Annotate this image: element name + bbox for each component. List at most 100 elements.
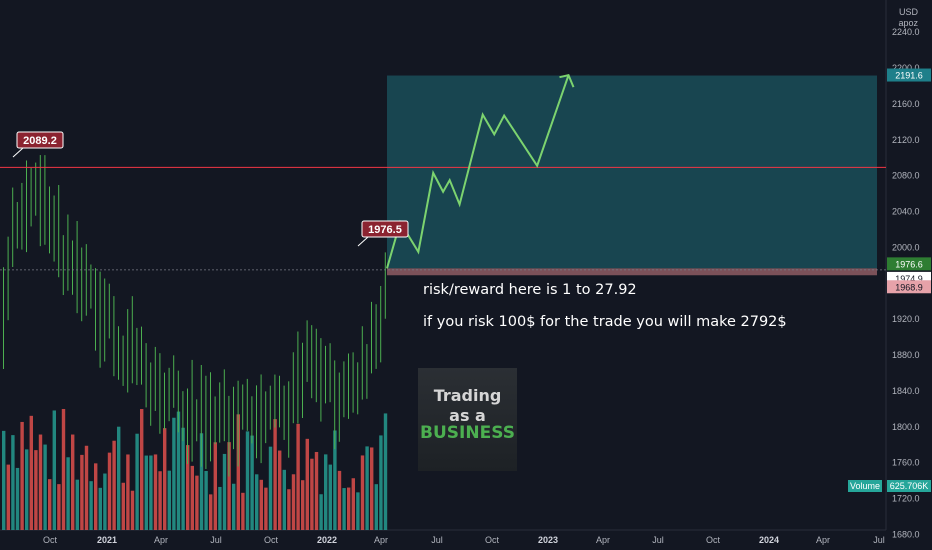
- volume-bar: [227, 442, 231, 530]
- volume-bar: [112, 440, 116, 530]
- volume-bar: [291, 474, 296, 530]
- volume-bar: [2, 430, 6, 530]
- volume-bar: [15, 467, 20, 530]
- volume-label-bg: [848, 480, 882, 492]
- volume-bar: [370, 447, 374, 530]
- volume-bar: [337, 470, 342, 530]
- y-tick-label: 2120.0: [892, 135, 920, 145]
- volume-bar: [347, 487, 351, 530]
- x-tick-label: Oct: [706, 535, 721, 545]
- y-tick-label: 1720.0: [892, 494, 920, 504]
- volume-bar: [204, 470, 208, 530]
- x-tick-label: Jul: [873, 535, 885, 545]
- logo-line-3: BUSINESS: [420, 423, 515, 443]
- volume-bar: [66, 457, 70, 530]
- x-tick-label: Jul: [652, 535, 664, 545]
- volume-bar: [199, 433, 204, 530]
- volume-bar: [360, 455, 365, 530]
- volume-bar: [268, 446, 273, 530]
- volume-bar: [89, 481, 93, 530]
- y-tick-label: 2240.0: [892, 27, 920, 37]
- volume-bar: [190, 465, 194, 530]
- y-tick-label: 1760.0: [892, 458, 920, 468]
- volume-bar: [342, 488, 346, 530]
- volume-value: 625.706K: [890, 481, 929, 491]
- volume-bar: [11, 435, 15, 530]
- x-tick-label: 2024: [759, 535, 779, 545]
- volume-value-bg: [887, 480, 931, 492]
- volume-bar: [117, 426, 121, 530]
- volume-bar: [282, 469, 286, 530]
- projection-path[interactable]: [386, 74, 570, 269]
- target-price-value: 2191.6: [895, 71, 923, 81]
- volume-bar: [121, 482, 125, 530]
- unit-label: apoz: [898, 18, 918, 28]
- volume-bar: [278, 450, 282, 530]
- volume-bar: [209, 494, 213, 530]
- stop-price-tag: [887, 280, 931, 294]
- recent-callout-pointer: [357, 236, 369, 247]
- target-price-tag: [887, 68, 931, 82]
- y-tick-label: 2160.0: [892, 99, 920, 109]
- risk-reward-annotation: risk/reward here is 1 to 27.92: [423, 282, 637, 298]
- volume-bar: [259, 479, 263, 530]
- volume-bar: [167, 470, 171, 530]
- volume-bar: [75, 479, 79, 530]
- volume-bar: [328, 464, 332, 530]
- volume-bar: [351, 478, 355, 530]
- y-tick-label: 2000.0: [892, 242, 920, 252]
- volume-bar: [314, 451, 319, 530]
- volume-label: Volume: [850, 481, 880, 491]
- volume-bar: [38, 434, 43, 530]
- volume-bar: [255, 474, 259, 530]
- volume-bar: [20, 421, 24, 530]
- volume-bar: [34, 450, 38, 530]
- projection-arrowhead: [559, 74, 575, 88]
- volume-bar: [48, 479, 52, 530]
- x-tick-label: Apr: [816, 535, 830, 545]
- recent-callout-box[interactable]: [361, 220, 409, 238]
- volume-bar: [374, 484, 378, 530]
- logo-line-2: as a: [449, 406, 486, 425]
- x-tick-label: Oct: [264, 535, 279, 545]
- stop-zone[interactable]: [387, 268, 877, 276]
- x-tick-label: Oct: [43, 535, 58, 545]
- volume-bar: [153, 454, 158, 530]
- volume-bar: [232, 483, 236, 530]
- volume-bar: [333, 430, 337, 530]
- volume-bar: [356, 492, 360, 530]
- x-tick-label: Apr: [154, 535, 168, 545]
- y-tick-label: 2080.0: [892, 171, 920, 181]
- volume-bar: [195, 475, 199, 530]
- volume-bar: [236, 414, 240, 530]
- volume-bar: [43, 444, 47, 530]
- high-callout-pointer: [12, 147, 24, 158]
- x-tick-label: Apr: [374, 535, 388, 545]
- volume-bar: [163, 428, 167, 530]
- high-callout-box[interactable]: [16, 131, 64, 149]
- volume-bar: [305, 438, 309, 530]
- volume-bar: [29, 415, 33, 530]
- volume-bar: [52, 410, 56, 530]
- x-tick-label: 2023: [538, 535, 558, 545]
- y-tick-label: 1840.0: [892, 386, 920, 396]
- x-tick-label: Jul: [431, 535, 443, 545]
- volume-bar: [301, 480, 305, 530]
- volume-bar: [264, 487, 268, 530]
- volume-bar: [94, 463, 98, 530]
- volume-bar: [144, 455, 148, 530]
- volume-bar: [245, 431, 250, 530]
- volume-bar: [57, 484, 61, 530]
- volume-bar: [310, 458, 314, 530]
- volume-bar: [383, 413, 388, 530]
- volume-bar: [71, 434, 75, 530]
- volume-bar: [365, 446, 369, 530]
- x-tick-label: Apr: [596, 535, 610, 545]
- profit-annotation: if you risk 100$ for the trade you will …: [423, 314, 787, 330]
- volume-bar: [80, 454, 84, 530]
- volume-bar: [25, 449, 29, 530]
- target-zone[interactable]: [387, 75, 877, 269]
- recent-callout-text: 1976.5: [368, 224, 402, 236]
